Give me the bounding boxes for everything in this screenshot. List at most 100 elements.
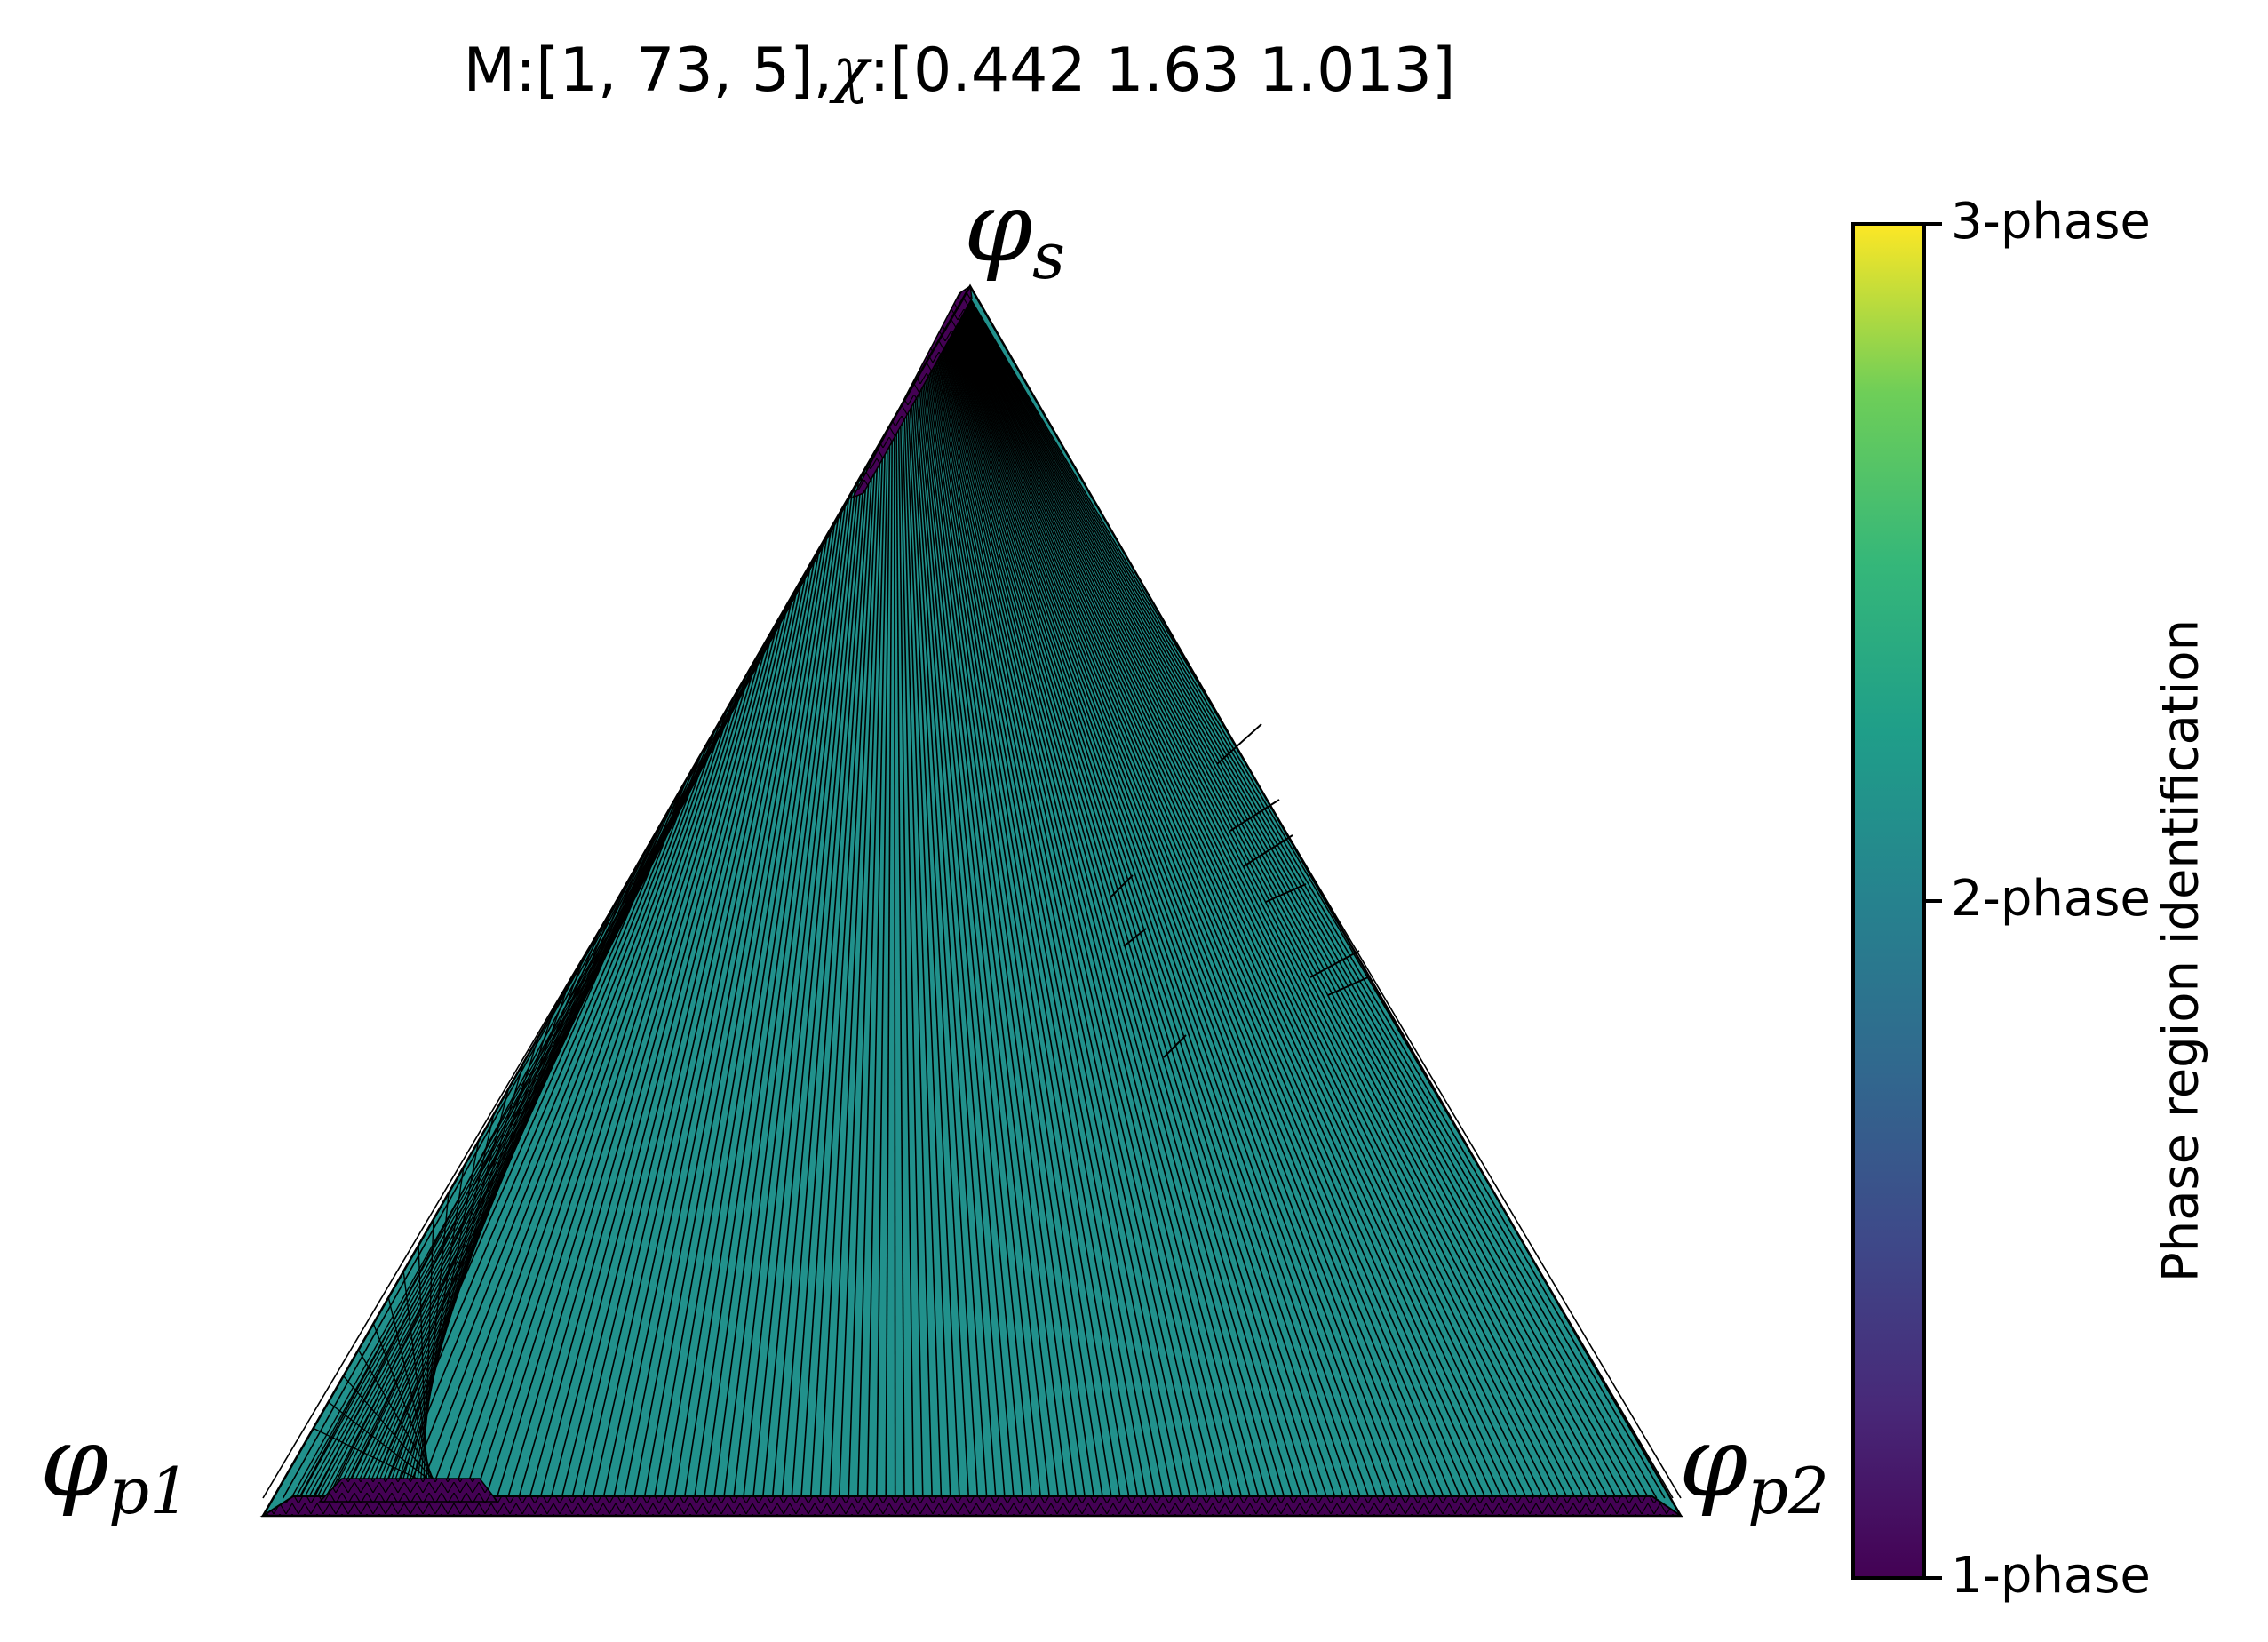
tie-line [925,363,1078,1499]
tie-line [929,355,1112,1499]
tie-line [953,313,1428,1499]
tie-line [633,562,812,1499]
tie-line [529,646,764,1499]
tie-line [372,1323,442,1499]
artifact-bar [1110,874,1134,898]
tie-line [282,884,626,1499]
vertex-label-right: φp2 [1679,1405,1829,1528]
tie-line [954,312,1437,1499]
tie-line [713,508,843,1499]
tie-line [928,356,1104,1499]
tie-line [952,315,1412,1499]
tie-line [895,414,905,1499]
vertex-label-left: φp1 [40,1405,190,1528]
tie-line [951,317,1379,1499]
tie-line [848,437,884,1499]
tie-line [904,397,951,1499]
tie-lines [262,291,1682,1499]
tie-line [948,322,1336,1499]
tie-line [838,442,882,1499]
tie-line [791,465,869,1499]
artifact-bar [1123,928,1147,947]
one-phase-bump [318,1478,499,1503]
tie-line [966,291,1682,1499]
tie-line [920,371,1042,1499]
tie-line [951,316,1387,1499]
tie-line [965,293,1658,1499]
tie-line [693,521,836,1499]
tie-line [935,343,1174,1499]
tie-line [582,602,789,1499]
tie-line [952,315,1404,1499]
tie-line [911,386,988,1499]
artifact-bar [1243,834,1293,867]
tie-line [942,333,1243,1499]
tie-line [342,1375,450,1499]
tie-line [936,342,1182,1499]
tie-line [961,299,1593,1499]
tie-line [450,718,722,1499]
tie-line [945,327,1285,1499]
tie-line [262,899,618,1499]
tie-line [561,619,779,1499]
tie-line [539,637,769,1499]
tie-line [944,329,1277,1499]
tie-line [462,707,728,1499]
tie-line [947,323,1319,1499]
tie-line [933,348,1148,1499]
tie-line [960,300,1569,1499]
tie-line [643,555,816,1499]
tie-line [392,777,688,1499]
tie-line [866,429,889,1499]
tie-line [941,335,1226,1499]
tie-line [571,610,784,1499]
tie-line [771,474,863,1499]
tie-line [959,303,1536,1499]
tie-line [829,445,879,1499]
one-phase-top-band [851,284,973,499]
tie-line [948,323,1328,1499]
tie-line [752,485,856,1499]
artifact-bar [1216,723,1262,765]
tie-line [550,628,775,1499]
tie-line [937,340,1191,1499]
tie-line [496,676,747,1499]
tie-line [592,594,794,1499]
tie-line [960,300,1577,1499]
tie-line [439,729,716,1499]
tie-line [921,369,1051,1499]
tie-line [959,302,1552,1499]
tie-line [908,392,970,1499]
tie-line [819,450,877,1499]
tie-line [704,514,840,1499]
tie-line [956,308,1478,1499]
tie-line [950,320,1353,1499]
artifact-bar [1163,1034,1187,1058]
tie-line [914,380,1006,1499]
tie-line [959,301,1561,1499]
artifact-bar [1309,950,1360,978]
tie-line [951,318,1370,1499]
tie-line [931,351,1130,1499]
chart-title: M:[1, 73, 5],χ:[0.442 1.63 1.013] [463,36,1456,106]
tie-line [897,410,915,1499]
colorbar-tick-label: 2-phase [1951,870,2151,928]
tie-line [956,309,1470,1499]
colorbar-tick-label: 1-phase [1951,1547,2151,1605]
tie-line [963,296,1626,1499]
tie-line [946,325,1302,1499]
tie-line [427,741,710,1499]
triangle-outline [260,283,1683,1518]
tie-line [940,337,1217,1499]
tie-line [653,547,821,1499]
tie-line [956,307,1486,1499]
tie-line [916,378,1015,1499]
tie-line [664,541,824,1499]
tie-line [959,303,1544,1499]
tie-line [962,298,1609,1499]
tie-line [800,459,871,1499]
tie-line [919,373,1033,1499]
tie-line [951,315,1396,1499]
colorbar [1851,222,1926,1580]
tie-line [958,305,1519,1499]
